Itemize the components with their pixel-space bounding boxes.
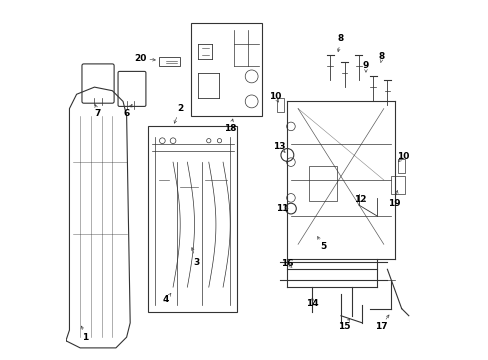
Text: 16: 16 (281, 260, 293, 269)
Text: 4: 4 (163, 295, 169, 304)
Text: 8: 8 (337, 35, 344, 44)
Bar (148, 126, 237, 312)
Text: 17: 17 (374, 322, 386, 331)
Bar (276, 98, 283, 112)
Text: 14: 14 (305, 299, 318, 308)
FancyBboxPatch shape (118, 71, 145, 107)
Text: 19: 19 (387, 199, 400, 208)
Text: 20: 20 (134, 54, 147, 63)
Text: 13: 13 (273, 141, 285, 150)
Bar (159, 57, 180, 66)
Text: 2: 2 (177, 104, 183, 113)
Text: 18: 18 (224, 124, 236, 133)
Bar (190, 23, 262, 116)
Text: 1: 1 (82, 333, 88, 342)
Bar (308, 166, 337, 202)
Bar (390, 176, 405, 194)
Text: 11: 11 (275, 204, 287, 213)
Text: 7: 7 (95, 109, 101, 118)
FancyBboxPatch shape (82, 64, 114, 103)
Text: 10: 10 (268, 91, 281, 100)
Text: 12: 12 (354, 195, 366, 204)
Text: 3: 3 (193, 258, 199, 267)
Text: 5: 5 (319, 242, 325, 251)
Text: 10: 10 (396, 152, 409, 161)
Text: 15: 15 (338, 322, 350, 331)
Bar (397, 158, 405, 173)
Text: 8: 8 (378, 52, 385, 61)
Text: 9: 9 (362, 61, 368, 70)
Text: 6: 6 (123, 109, 129, 118)
